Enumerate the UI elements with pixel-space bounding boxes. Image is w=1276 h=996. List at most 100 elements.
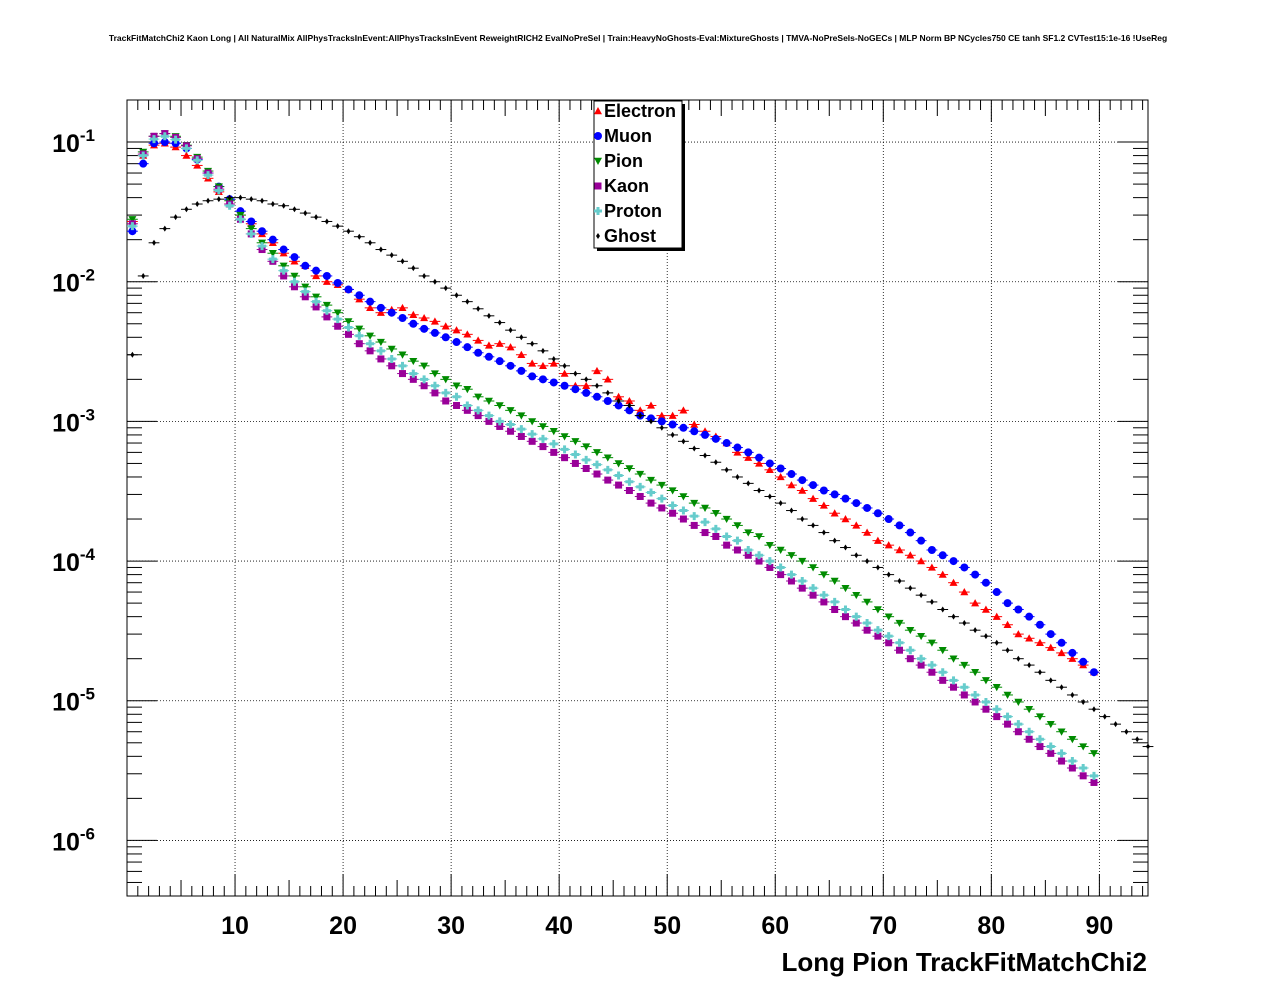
data-point	[1003, 620, 1012, 628]
data-point	[549, 439, 558, 448]
data-point	[928, 668, 936, 676]
data-point	[787, 577, 795, 585]
data-point	[1025, 612, 1034, 621]
data-point	[777, 571, 785, 579]
data-point	[809, 481, 818, 490]
data-point	[992, 612, 1001, 620]
data-point	[615, 481, 623, 489]
data-point	[1081, 698, 1086, 705]
data-point	[452, 326, 461, 334]
data-point	[528, 359, 537, 367]
data-point	[603, 465, 612, 474]
data-point	[474, 336, 483, 344]
y-tick-label: 10-5	[52, 685, 95, 717]
data-point	[573, 370, 578, 377]
data-point	[1068, 736, 1077, 744]
data-point	[420, 382, 428, 390]
data-point	[592, 392, 601, 401]
data-point	[863, 528, 872, 536]
data-point	[614, 392, 623, 400]
data-point	[701, 529, 709, 537]
data-point	[1004, 720, 1012, 728]
data-point	[874, 632, 882, 640]
data-point	[983, 633, 988, 640]
data-point	[647, 499, 655, 507]
data-point	[873, 626, 882, 635]
data-point	[819, 571, 828, 579]
data-point	[409, 310, 418, 318]
data-point	[1025, 727, 1034, 736]
data-point	[366, 339, 375, 348]
data-point	[538, 434, 547, 443]
data-point	[301, 261, 310, 270]
data-point	[811, 522, 816, 529]
data-point	[971, 690, 980, 699]
data-point	[971, 669, 980, 677]
data-point	[560, 369, 569, 377]
data-point	[787, 552, 796, 560]
data-point	[452, 382, 461, 390]
data-point	[1025, 634, 1034, 642]
data-point	[258, 242, 267, 251]
data-point	[540, 347, 545, 354]
data-point	[950, 683, 958, 691]
data-point	[484, 411, 493, 420]
data-point	[301, 283, 310, 291]
data-point	[636, 470, 645, 479]
data-point	[873, 509, 882, 518]
data-point	[247, 225, 256, 233]
data-point	[819, 591, 828, 600]
data-point	[765, 459, 774, 468]
data-point	[279, 262, 288, 270]
data-point	[636, 406, 645, 414]
data-point	[711, 434, 720, 443]
data-point	[670, 431, 675, 438]
data-point	[528, 372, 537, 381]
series-muon	[127, 138, 1100, 677]
data-point	[497, 319, 502, 326]
data-point	[571, 459, 579, 467]
plot-frame	[126, 99, 1149, 897]
data-point	[323, 313, 331, 321]
data-point	[711, 510, 720, 518]
data-point	[430, 328, 439, 337]
data-point	[290, 272, 299, 280]
x-tick-label: 90	[1085, 912, 1113, 940]
legend: Electron Muon Pion Kaon Proton Ghost	[593, 100, 685, 251]
data-point	[312, 293, 321, 301]
data-point	[496, 422, 504, 430]
data-point	[841, 613, 849, 621]
data-point	[193, 156, 202, 165]
data-point	[841, 584, 850, 593]
data-point	[312, 297, 321, 306]
data-point	[562, 362, 567, 369]
data-point	[971, 570, 980, 579]
data-point	[895, 521, 904, 530]
data-point	[301, 287, 310, 296]
x-tick-label: 50	[653, 912, 681, 940]
data-point	[355, 291, 364, 300]
data-point	[1046, 630, 1055, 639]
data-point	[538, 423, 547, 431]
data-point	[908, 585, 913, 592]
data-point	[981, 697, 990, 706]
data-point	[463, 401, 472, 410]
data-point	[713, 459, 718, 466]
data-point	[885, 639, 893, 647]
data-point	[506, 343, 515, 351]
data-point	[865, 558, 870, 565]
data-point	[919, 592, 924, 599]
data-point	[960, 563, 969, 572]
data-point	[949, 655, 958, 663]
series-kaon	[127, 130, 1100, 786]
data-point	[376, 308, 385, 316]
data-point	[701, 518, 710, 527]
data-point	[139, 151, 148, 160]
data-point	[1035, 638, 1044, 646]
data-point	[366, 297, 375, 306]
data-point	[334, 322, 342, 330]
data-point	[268, 235, 277, 244]
data-point	[863, 598, 872, 606]
data-point	[592, 366, 601, 375]
data-point	[312, 266, 321, 275]
